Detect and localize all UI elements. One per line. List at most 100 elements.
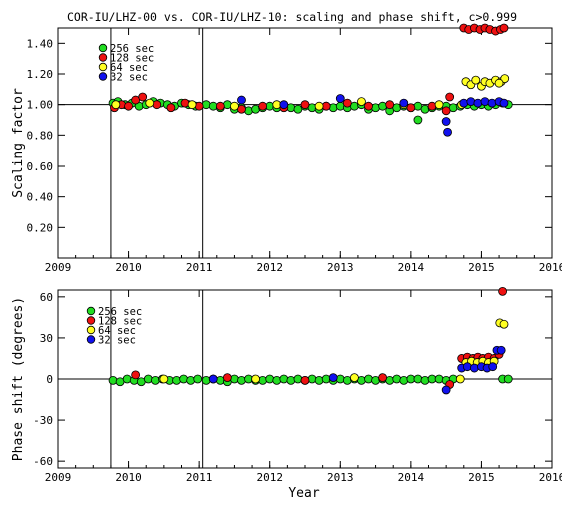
data-point [496,345,506,355]
data-point [111,100,121,110]
data-point [230,101,239,111]
data-point [300,100,310,110]
y-tick-label: 0.40 [27,191,54,204]
x-tick-label: 2012 [256,261,283,274]
data-point [471,75,481,85]
data-point [445,92,455,102]
data-point [378,373,388,383]
y-tick-label: 0.80 [27,129,54,142]
y-tick-label: 1.40 [27,37,54,50]
x-tick-label: 2015 [468,261,495,274]
data-point [307,374,317,384]
data-point [187,100,197,110]
legend-label: 32 sec [110,72,148,84]
data-point [378,101,388,111]
data-point [321,374,331,384]
legend-marker [86,325,96,335]
data-point [392,374,402,384]
data-point [335,94,345,103]
data-point [328,373,338,383]
data-point [441,385,451,395]
data-point [342,98,352,108]
series-128-sec [131,286,508,389]
data-point [466,97,476,106]
data-point [420,375,430,385]
y-tick-label: 0 [46,373,53,386]
data-point [193,374,203,384]
x-tick-label: 2009 [45,261,72,274]
data-point [413,374,423,384]
data-point [237,95,246,105]
data-point [152,100,162,110]
data-point [480,97,490,106]
data-point [201,100,211,110]
data-point [459,98,469,108]
data-point [230,374,239,384]
legend-marker [98,43,108,53]
data-point [145,98,155,108]
data-point [494,78,504,88]
data-point [462,362,472,372]
data-point [413,115,423,125]
data-point [201,375,211,385]
x-tick-label: 2009 [45,471,72,484]
data-point [208,374,218,384]
data-point [222,373,232,383]
x-axis-label: Year [288,486,319,501]
y-tick-label: 60 [40,291,53,304]
data-point [441,117,451,126]
data-point [364,374,373,384]
data-point [399,98,409,108]
data-point [371,103,380,113]
data-point [150,375,160,385]
legend-label: 64 sec [98,325,136,337]
data-point [258,101,268,111]
data-point [441,106,451,116]
data-point [427,101,437,111]
x-tick-label: 2014 [398,471,425,484]
y-axis-label: Phase shift (degrees) [11,297,26,461]
x-tick-label: 2016 [539,261,562,274]
data-point [328,103,338,113]
legend-label: 64 sec [110,62,148,74]
data-point [194,101,204,111]
series-32-sec [237,94,509,137]
y-tick-label: 1.20 [27,68,54,81]
data-point [186,375,196,385]
data-point [166,103,176,113]
data-point [265,374,275,384]
legend-label: 128 sec [110,53,154,65]
x-tick-label: 2012 [256,471,283,484]
x-tick-label: 2013 [327,261,354,274]
y-tick-label: 1.00 [27,99,54,112]
data-point [499,23,509,33]
data-point [300,375,310,385]
data-point [237,375,246,385]
data-point [314,101,324,111]
data-point [385,100,395,110]
legend-marker [86,306,96,316]
y-tick-label: 0.20 [27,221,54,234]
x-tick-label: 2016 [539,471,562,484]
x-tick-label: 2014 [398,261,425,274]
data-point [293,374,303,384]
data-point [455,374,465,384]
x-tick-label: 2011 [186,261,213,274]
data-point [364,101,373,111]
data-point [179,374,189,384]
data-point [498,286,508,296]
legend-label: 256 sec [110,43,154,55]
data-point [500,74,510,83]
data-point [286,375,296,385]
data-point [222,100,232,110]
data-point [434,374,444,384]
legend-marker [98,72,108,81]
scaling-panel: 2009 2010 2011 2012 2013 2014 2015 2016 0.20 0.40… [11,23,562,274]
data-point [499,98,509,108]
data-point [279,100,289,110]
data-point [180,98,190,108]
data-point [399,375,409,385]
data-point [335,374,345,384]
legend-label: 256 sec [98,306,142,318]
data-point [124,101,133,111]
